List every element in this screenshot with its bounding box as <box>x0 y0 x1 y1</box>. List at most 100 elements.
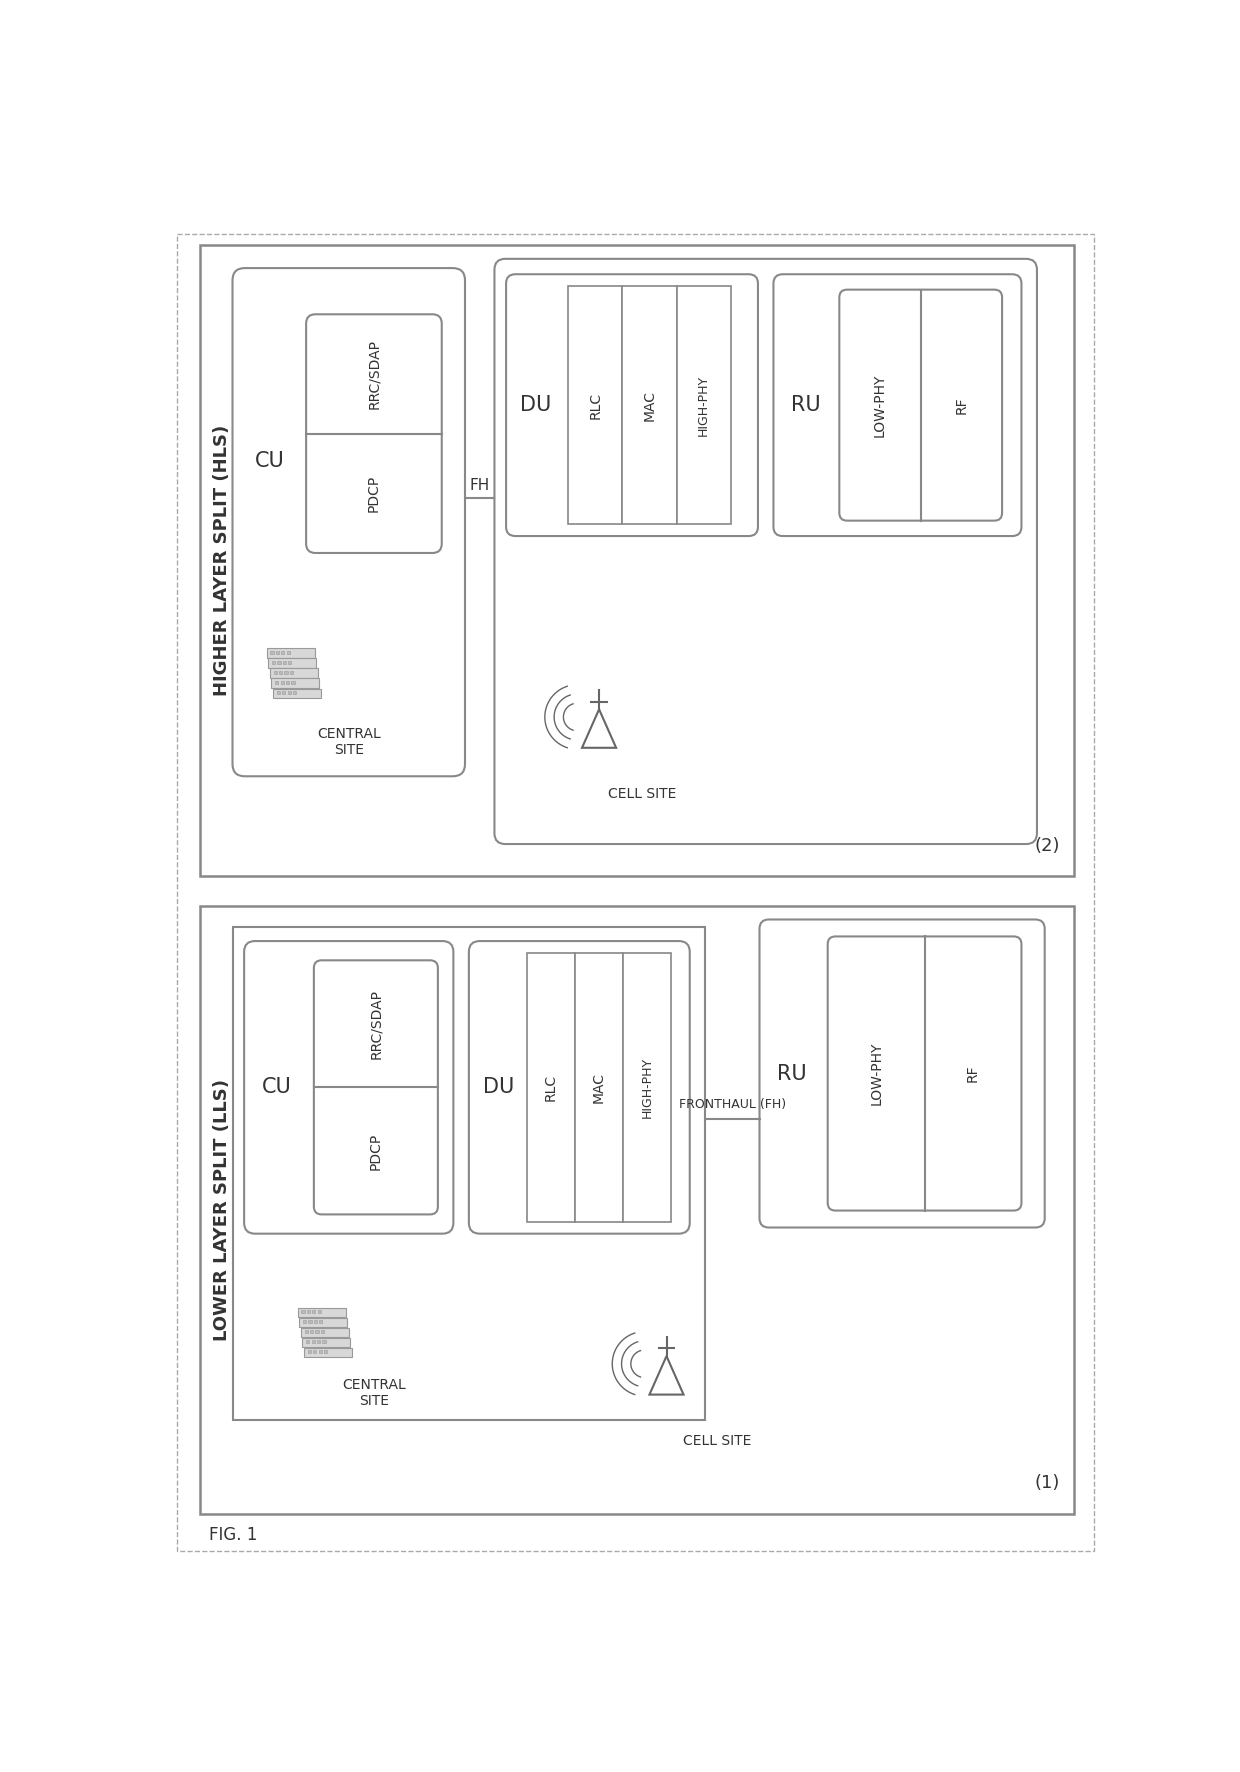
Text: DU: DU <box>482 1077 515 1097</box>
Bar <box>274 672 277 673</box>
Text: FIG. 1: FIG. 1 <box>210 1526 258 1543</box>
Text: MAC: MAC <box>642 390 656 420</box>
Text: LOW-PHY: LOW-PHY <box>869 1042 883 1106</box>
Text: RRC/SDAP: RRC/SDAP <box>367 338 381 409</box>
Bar <box>306 1340 309 1343</box>
Bar <box>291 680 295 684</box>
Bar <box>275 650 279 654</box>
Bar <box>270 650 274 654</box>
Bar <box>304 1348 352 1357</box>
Bar <box>308 1350 311 1354</box>
FancyBboxPatch shape <box>306 314 441 553</box>
Text: RU: RU <box>791 395 821 415</box>
Bar <box>290 672 293 673</box>
Bar <box>301 1327 348 1336</box>
FancyBboxPatch shape <box>759 920 1044 1228</box>
Bar <box>312 1350 316 1354</box>
Bar <box>200 905 1074 1513</box>
Bar <box>277 691 280 695</box>
Bar <box>278 661 280 664</box>
Text: CELL SITE: CELL SITE <box>608 787 676 801</box>
Bar <box>270 668 317 677</box>
Text: MAC: MAC <box>591 1072 606 1102</box>
FancyBboxPatch shape <box>314 960 438 1214</box>
Bar <box>303 1338 351 1347</box>
Text: HIGHER LAYER SPLIT (HLS): HIGHER LAYER SPLIT (HLS) <box>212 425 231 696</box>
Text: HIGH-PHY: HIGH-PHY <box>641 1056 653 1118</box>
Bar <box>267 649 315 657</box>
Text: PDCP: PDCP <box>368 1132 383 1170</box>
Bar <box>568 285 622 525</box>
Text: RU: RU <box>777 1063 807 1083</box>
Bar <box>301 1310 305 1313</box>
FancyBboxPatch shape <box>244 941 454 1233</box>
Bar <box>268 659 316 668</box>
Text: CU: CU <box>254 452 285 471</box>
Text: CENTRAL
SITE: CENTRAL SITE <box>342 1379 407 1409</box>
Bar <box>312 1310 315 1313</box>
Text: DU: DU <box>520 395 552 415</box>
FancyBboxPatch shape <box>774 275 1022 537</box>
Bar <box>299 1318 347 1327</box>
Bar <box>275 680 278 684</box>
Bar <box>283 691 285 695</box>
Bar <box>624 953 671 1223</box>
Text: FRONTHAUL (FH): FRONTHAUL (FH) <box>678 1099 786 1111</box>
Text: RLC: RLC <box>544 1074 558 1100</box>
Bar <box>233 927 706 1419</box>
Bar <box>622 285 677 525</box>
Bar <box>324 1350 327 1354</box>
Bar <box>319 1350 321 1354</box>
Bar <box>317 1310 321 1313</box>
Bar <box>298 1308 346 1317</box>
Bar <box>306 1310 310 1313</box>
Bar <box>293 691 296 695</box>
Bar <box>303 1320 306 1324</box>
Bar <box>309 1320 311 1324</box>
Text: RF: RF <box>955 397 968 415</box>
Bar <box>286 650 290 654</box>
Text: RLC: RLC <box>588 392 603 418</box>
Bar <box>288 661 291 664</box>
Bar <box>677 285 730 525</box>
Bar <box>284 672 288 673</box>
Bar <box>288 691 290 695</box>
Bar <box>273 689 321 698</box>
Bar <box>200 245 1074 877</box>
Bar <box>283 661 286 664</box>
Bar <box>322 1340 325 1343</box>
FancyBboxPatch shape <box>233 268 465 776</box>
Text: RRC/SDAP: RRC/SDAP <box>368 989 383 1060</box>
Bar <box>272 661 275 664</box>
Bar <box>272 679 320 688</box>
Text: FH: FH <box>470 478 490 493</box>
Bar <box>320 1320 322 1324</box>
FancyBboxPatch shape <box>839 289 1002 521</box>
Bar <box>286 680 289 684</box>
Text: HIGH-PHY: HIGH-PHY <box>697 374 711 436</box>
FancyBboxPatch shape <box>495 259 1037 843</box>
Bar <box>317 1340 320 1343</box>
Text: CELL SITE: CELL SITE <box>683 1434 751 1448</box>
Bar <box>280 680 284 684</box>
Text: LOW-PHY: LOW-PHY <box>873 374 887 438</box>
Text: CENTRAL
SITE: CENTRAL SITE <box>317 727 381 757</box>
Text: CU: CU <box>262 1077 291 1097</box>
Bar <box>575 953 622 1223</box>
Bar <box>305 1331 308 1333</box>
Text: (1): (1) <box>1034 1474 1060 1492</box>
Bar <box>310 1331 312 1333</box>
Bar <box>315 1331 319 1333</box>
Bar <box>281 650 284 654</box>
Bar <box>279 672 283 673</box>
Text: PDCP: PDCP <box>367 475 381 512</box>
FancyBboxPatch shape <box>828 936 1022 1210</box>
Bar <box>321 1331 324 1333</box>
FancyBboxPatch shape <box>506 275 758 537</box>
Text: (2): (2) <box>1034 836 1060 854</box>
Text: RF: RF <box>966 1065 980 1083</box>
FancyBboxPatch shape <box>469 941 689 1233</box>
Text: LOWER LAYER SPLIT (LLS): LOWER LAYER SPLIT (LLS) <box>212 1079 231 1341</box>
Bar <box>314 1320 317 1324</box>
Bar <box>311 1340 315 1343</box>
